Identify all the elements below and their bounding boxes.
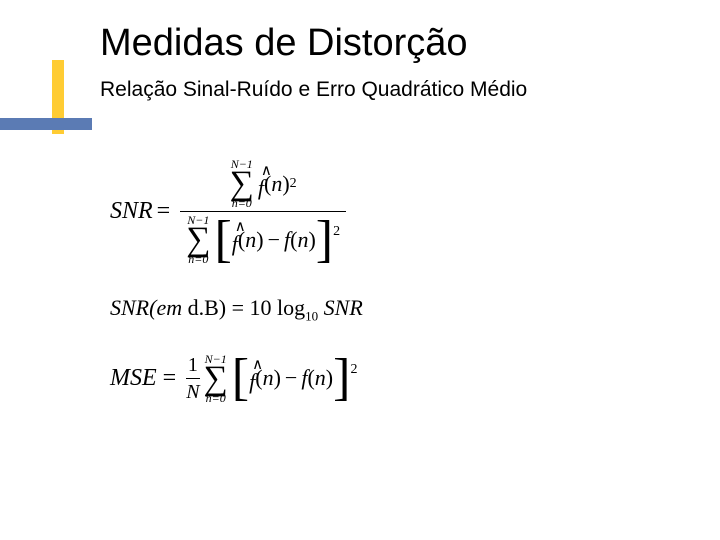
sum-lower: n=0 bbox=[232, 197, 252, 209]
snr-fraction: N−1 ∑ n=0 ∧ f (n) 2 N−1 ∑ bbox=[180, 158, 346, 265]
log-base: 10 bbox=[305, 309, 318, 324]
snr-numerator: N−1 ∑ n=0 ∧ f (n) 2 bbox=[224, 158, 303, 209]
eq-log: = 10 log bbox=[232, 295, 306, 320]
diff-term: ∧ f (n) − f (n) bbox=[232, 223, 316, 257]
denominator-n: N bbox=[186, 382, 199, 402]
sum-lower: n=0 bbox=[188, 253, 208, 265]
minus-sign: − bbox=[268, 227, 280, 253]
snr-db-equation: SNR(em d.B) = 10 log10 SNR bbox=[110, 295, 363, 324]
sigma-icon: ∑ bbox=[204, 365, 228, 392]
db-text: d.B) bbox=[188, 295, 227, 320]
bracket-term: [ ∧ f (n) − f (n) ] 2 bbox=[232, 360, 358, 396]
fhat-term: ∧ f (n) 2 bbox=[258, 167, 297, 201]
minus-sign: − bbox=[285, 365, 297, 391]
numerator-one: 1 bbox=[188, 355, 198, 375]
mse-lhs: MSE bbox=[110, 365, 157, 392]
fhat: ∧ f bbox=[232, 223, 238, 257]
page-title: Medidas de Distorção bbox=[100, 22, 468, 65]
hat-icon: ∧ bbox=[261, 161, 272, 180]
mse-equation: MSE = 1 N N−1 ∑ n=0 [ ∧ f (n) − f (n) bbox=[110, 353, 363, 404]
squared: 2 bbox=[333, 224, 340, 240]
arg-n: (n) bbox=[307, 365, 333, 391]
sum-symbol: N−1 ∑ n=0 bbox=[230, 158, 254, 209]
accent-horizontal bbox=[0, 118, 92, 130]
bracket-term: [ ∧ f (n) − f (n) ] 2 bbox=[214, 222, 340, 258]
hat-icon: ∧ bbox=[252, 355, 263, 374]
squared: 2 bbox=[350, 362, 357, 378]
right-bracket-icon: ] bbox=[333, 360, 350, 396]
page-subtitle: Relação Sinal-Ruído e Erro Quadrático Mé… bbox=[100, 78, 527, 102]
right-bracket-icon: ] bbox=[316, 222, 333, 258]
fhat: ∧ f bbox=[249, 361, 255, 395]
fraction-bar bbox=[186, 378, 199, 379]
arg-n: (n) bbox=[290, 227, 316, 253]
squared: 2 bbox=[290, 176, 297, 192]
sum-symbol: N−1 ∑ n=0 bbox=[204, 353, 228, 404]
sum-symbol: N−1 ∑ n=0 bbox=[186, 214, 210, 265]
sigma-icon: ∑ bbox=[230, 170, 254, 197]
snr-denominator: N−1 ∑ n=0 [ ∧ f (n) − f (n) bbox=[180, 214, 346, 265]
one-over-n: 1 N bbox=[186, 355, 199, 402]
snr-db-lhs: SNR bbox=[110, 295, 149, 320]
snr-db-em: (em bbox=[149, 295, 182, 320]
sum-lower: n=0 bbox=[206, 392, 226, 404]
snr-equation: SNR = N−1 ∑ n=0 ∧ f (n) 2 bbox=[110, 158, 363, 265]
hat-icon: ∧ bbox=[235, 217, 246, 236]
left-bracket-icon: [ bbox=[232, 360, 249, 396]
fhat: ∧ f bbox=[258, 167, 264, 201]
snr-lhs: SNR bbox=[110, 198, 153, 225]
left-bracket-icon: [ bbox=[214, 222, 231, 258]
sigma-icon: ∑ bbox=[186, 226, 210, 253]
diff-term: ∧ f (n) − f (n) bbox=[249, 361, 333, 395]
formula-block: SNR = N−1 ∑ n=0 ∧ f (n) 2 bbox=[110, 158, 363, 404]
snr-rhs: SNR bbox=[324, 295, 363, 320]
eq-sign: = bbox=[163, 365, 177, 392]
eq-sign: = bbox=[157, 198, 171, 225]
